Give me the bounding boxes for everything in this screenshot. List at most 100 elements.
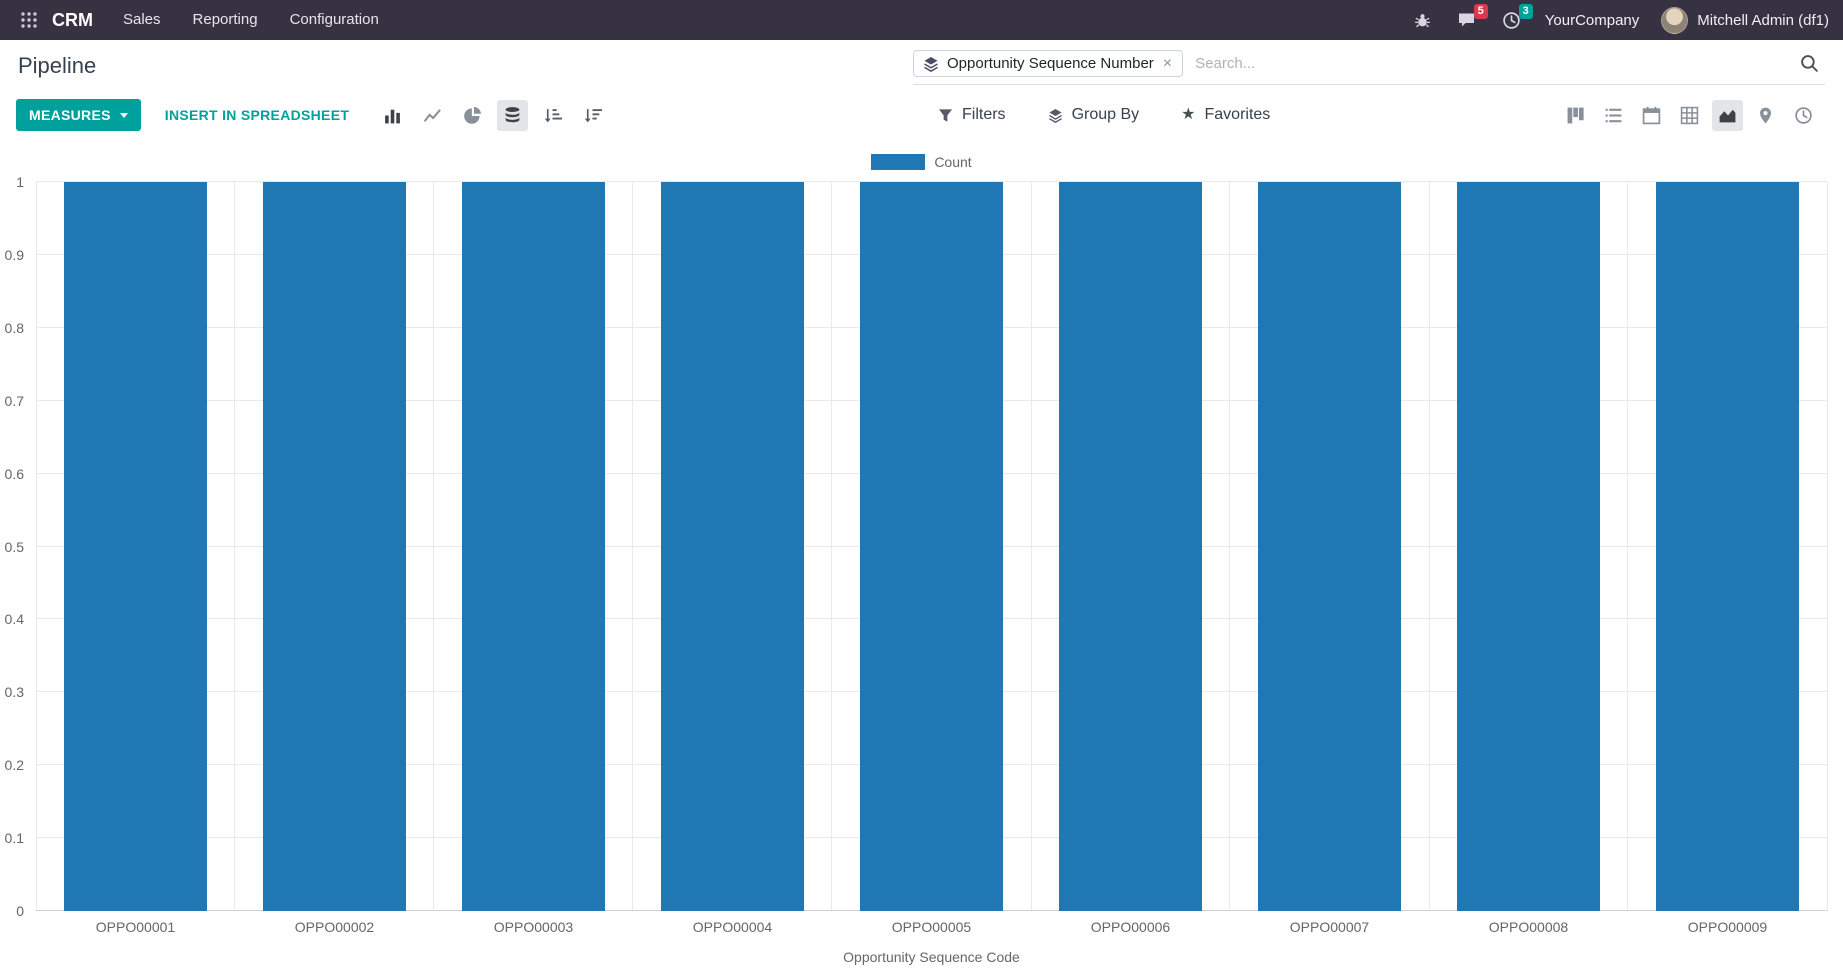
app-name[interactable]: CRM <box>52 9 93 30</box>
search-input[interactable] <box>1193 54 1788 73</box>
bar-slot <box>1628 182 1827 911</box>
plot-area: 0 0.1 0.2 0.3 0.4 0.5 0.6 0.7 0.8 0.9 1 <box>5 174 1828 919</box>
search-options: Filters Group By ★ Favorites <box>932 105 1276 125</box>
pivot-view-button[interactable] <box>1674 100 1705 131</box>
list-view-button[interactable] <box>1598 100 1629 131</box>
sort-ascending-icon <box>544 108 563 122</box>
company-switcher[interactable]: YourCompany <box>1544 11 1640 29</box>
bar-chart-button[interactable] <box>377 100 408 131</box>
activities-button[interactable]: 3 <box>1500 3 1533 32</box>
bar[interactable] <box>660 182 805 911</box>
chat-icon <box>1458 13 1474 27</box>
x-tick-label: OPPO00009 <box>1687 919 1768 935</box>
calendar-view-button[interactable] <box>1636 100 1667 131</box>
horizontal-gridline <box>36 181 1827 182</box>
list-icon <box>1605 108 1622 122</box>
avatar <box>1661 6 1689 34</box>
bar[interactable] <box>262 182 407 911</box>
search-bar[interactable]: Opportunity Sequence Number × <box>913 47 1825 85</box>
bar[interactable] <box>1655 182 1800 911</box>
y-tick-label: 0.8 <box>4 319 24 336</box>
bar[interactable] <box>859 182 1004 911</box>
bar-slot <box>434 182 633 911</box>
bar-slot <box>633 182 832 911</box>
bar-slot <box>832 182 1031 911</box>
x-tick-label: OPPO00005 <box>891 919 972 935</box>
apps-grid-icon <box>21 12 37 28</box>
vertical-gridline <box>632 182 634 911</box>
kanban-icon <box>1567 107 1584 123</box>
bar-slot <box>1429 182 1628 911</box>
bar[interactable] <box>63 182 208 911</box>
bar-slot <box>1230 182 1429 911</box>
stacked-toggle-button[interactable] <box>497 99 529 131</box>
user-menu[interactable]: Mitchell Admin (df1) <box>1661 6 1829 34</box>
vertical-gridline <box>831 182 833 911</box>
y-tick-label: 1 <box>16 174 24 190</box>
y-tick-label: 0.4 <box>4 611 24 628</box>
vertical-gridline <box>234 182 236 911</box>
bar-slot <box>235 182 434 911</box>
page-title: Pipeline <box>18 53 97 78</box>
activity-view-button[interactable] <box>1788 100 1819 131</box>
vertical-gridline <box>433 182 435 911</box>
database-stacked-icon <box>505 106 520 122</box>
bar[interactable] <box>461 182 606 911</box>
pie-chart-button[interactable] <box>457 100 488 131</box>
group-by-label: Group By <box>1071 106 1140 123</box>
x-tick-label: OPPO00007 <box>1289 919 1370 935</box>
control-panel: Pipeline Opportunity Sequence Number × <box>0 40 1843 92</box>
calendar-icon <box>1642 106 1661 124</box>
vertical-gridline <box>1627 182 1629 911</box>
menu-configuration[interactable]: Configuration <box>289 11 379 28</box>
sort-descending-button[interactable] <box>577 100 608 131</box>
y-tick-label: 0 <box>16 903 24 919</box>
bar-slot <box>1031 182 1230 911</box>
kanban-view-button[interactable] <box>1560 100 1591 131</box>
messages-button[interactable]: 5 <box>1455 4 1488 31</box>
insert-in-spreadsheet-button[interactable]: INSERT IN SPREADSHEET <box>159 106 355 124</box>
map-view-button[interactable] <box>1750 100 1781 131</box>
bars-layer <box>36 182 1827 911</box>
graph-toolbar: MEASURES INSERT IN SPREADSHEET <box>0 92 1843 138</box>
x-axis-title: Opportunity Sequence Code <box>843 949 1020 965</box>
caret-down-icon <box>119 112 128 118</box>
x-tick-label: OPPO00006 <box>1090 919 1171 935</box>
chart-legend[interactable]: Count <box>0 154 1843 170</box>
graph-view-button[interactable] <box>1712 99 1743 131</box>
line-chart-button[interactable] <box>417 100 448 131</box>
sort-ascending-button[interactable] <box>537 100 568 131</box>
bar[interactable] <box>1257 182 1402 911</box>
y-tick-label: 0.2 <box>4 757 24 774</box>
bar-chart-icon <box>385 109 401 123</box>
vertical-gridline <box>35 182 37 911</box>
star-icon: ★ <box>1181 106 1196 123</box>
activities-badge: 3 <box>1518 3 1533 19</box>
x-tick-label: OPPO00001 <box>95 919 176 935</box>
menu-reporting[interactable]: Reporting <box>192 11 258 28</box>
activity-clock-icon <box>1795 106 1812 124</box>
x-tick-label: OPPO00004 <box>692 919 773 935</box>
bar[interactable] <box>1058 182 1203 911</box>
facet-remove-button[interactable]: × <box>1162 54 1173 72</box>
pipeline-bar-chart: Count 0 0.1 0.2 0.3 0.4 0.5 0.6 0.7 0.8 0.9 1 OPPO… <box>0 138 1843 975</box>
chart-type-switcher <box>377 99 608 131</box>
apps-menu-button[interactable] <box>14 7 44 33</box>
measures-label: MEASURES <box>29 107 111 123</box>
x-axis: OPPO00001 OPPO00002 OPPO00003 OPPO00004 OPPO… <box>36 919 1827 935</box>
main-menu: Sales Reporting Configuration <box>107 0 395 40</box>
bar[interactable] <box>1456 182 1601 911</box>
search-facet[interactable]: Opportunity Sequence Number × <box>913 50 1184 77</box>
measures-button[interactable]: MEASURES <box>16 99 141 131</box>
group-by-button[interactable]: Group By <box>1042 105 1146 125</box>
menu-sales[interactable]: Sales <box>123 11 161 28</box>
legend-label: Count <box>934 154 972 170</box>
search-icon[interactable] <box>1798 52 1821 75</box>
filters-button[interactable]: Filters <box>932 105 1012 125</box>
y-tick-label: 0.1 <box>4 830 24 847</box>
funnel-icon <box>938 108 953 123</box>
debug-button[interactable] <box>1412 10 1433 31</box>
vertical-gridline <box>1229 182 1231 911</box>
x-tick-label: OPPO00002 <box>294 919 375 935</box>
favorites-button[interactable]: ★ Favorites <box>1175 105 1276 125</box>
